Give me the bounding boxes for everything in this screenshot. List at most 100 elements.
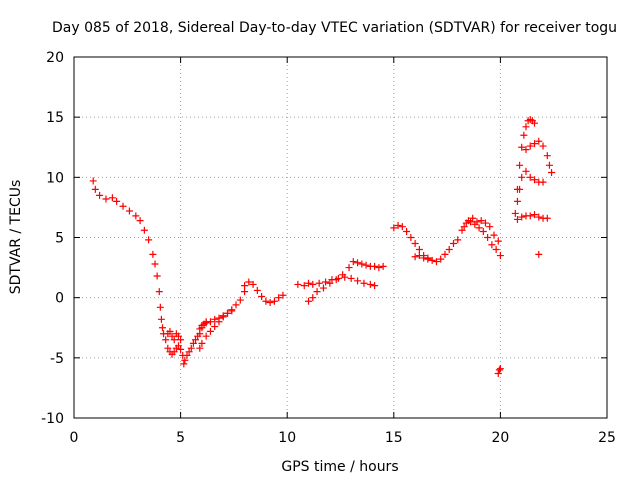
- series-segment-5: [390, 221, 432, 262]
- data-point: [180, 360, 188, 368]
- data-points: [89, 116, 556, 377]
- y-tick-label: -10: [41, 411, 64, 427]
- data-point: [494, 369, 502, 377]
- data-point: [202, 332, 210, 340]
- x-tick-label: 0: [70, 430, 79, 446]
- data-point: [394, 221, 402, 229]
- data-point: [473, 218, 481, 226]
- data-point: [520, 131, 528, 139]
- data-point: [441, 250, 449, 258]
- x-tick-label: 25: [598, 430, 616, 446]
- data-point: [305, 279, 313, 287]
- data-point: [170, 336, 178, 344]
- data-point: [113, 197, 121, 205]
- data-point: [360, 279, 368, 287]
- data-point: [206, 327, 214, 335]
- data-point: [245, 278, 253, 286]
- data-point: [531, 211, 539, 219]
- data-point: [102, 195, 110, 203]
- data-point: [366, 280, 374, 288]
- data-point: [458, 226, 466, 234]
- data-point: [469, 214, 477, 222]
- data-point: [516, 161, 524, 169]
- series-segment-6: [494, 365, 504, 377]
- series-segment-2b: [196, 307, 236, 333]
- data-point: [415, 252, 423, 260]
- data-point: [156, 303, 164, 311]
- data-point: [262, 297, 270, 305]
- data-point: [548, 169, 556, 177]
- data-point: [494, 237, 502, 245]
- data-point: [490, 231, 498, 239]
- data-point: [445, 246, 453, 254]
- data-point: [266, 298, 274, 306]
- data-point: [411, 240, 419, 248]
- data-point: [140, 226, 148, 234]
- data-point: [358, 260, 366, 268]
- y-tick-label: 20: [46, 50, 64, 66]
- data-point: [475, 224, 483, 232]
- data-point: [345, 264, 353, 272]
- data-point: [309, 294, 317, 302]
- data-point: [477, 217, 485, 225]
- data-point: [232, 301, 240, 309]
- data-point: [279, 291, 287, 299]
- data-point: [535, 137, 543, 145]
- data-point: [403, 227, 411, 235]
- data-point: [219, 312, 227, 320]
- data-point: [484, 234, 492, 241]
- data-point: [354, 277, 362, 285]
- grid: [74, 57, 607, 418]
- data-point: [432, 258, 440, 266]
- series-segment-7e: [535, 250, 543, 258]
- data-point: [531, 140, 539, 148]
- data-point: [326, 279, 334, 287]
- data-point: [522, 167, 530, 175]
- axis-ticks: 0 5 10 15 20 25 -10 -5 0 5 10 15 20: [41, 50, 616, 446]
- data-point: [174, 342, 182, 350]
- data-point: [157, 315, 165, 323]
- data-point: [407, 234, 415, 241]
- data-point: [158, 324, 166, 332]
- data-point: [241, 288, 249, 296]
- series-segment-4: [294, 273, 379, 290]
- data-point: [522, 146, 530, 154]
- data-point: [249, 280, 257, 288]
- data-point: [518, 143, 526, 151]
- data-point: [155, 288, 163, 296]
- data-point: [313, 288, 321, 296]
- data-point: [319, 284, 327, 292]
- data-point: [153, 272, 161, 280]
- data-point: [362, 261, 370, 269]
- data-point: [513, 215, 521, 223]
- series-segment-3: [241, 278, 287, 306]
- data-point: [518, 173, 526, 181]
- data-point: [162, 336, 170, 344]
- data-point: [424, 255, 432, 263]
- data-point: [236, 296, 244, 304]
- data-point: [511, 209, 519, 217]
- plot-frame: [73, 56, 608, 419]
- y-tick-label: 5: [55, 231, 64, 247]
- data-point: [174, 332, 182, 340]
- data-point: [481, 219, 489, 227]
- data-point: [192, 336, 200, 344]
- series-segment-5b: [411, 218, 504, 266]
- data-point: [349, 258, 357, 266]
- data-point: [492, 246, 500, 254]
- data-point: [449, 240, 457, 248]
- data-point: [522, 123, 530, 131]
- y-axis-label: SDTVAR / TECUs: [8, 180, 24, 295]
- data-point: [164, 344, 172, 352]
- data-point: [516, 185, 524, 193]
- data-point: [315, 279, 323, 287]
- y-tick-label: 15: [46, 110, 64, 126]
- data-point: [149, 250, 157, 258]
- data-point: [181, 356, 189, 364]
- data-point: [258, 292, 266, 300]
- data-point: [177, 336, 185, 344]
- x-tick-label: 10: [278, 430, 296, 446]
- data-point: [371, 262, 379, 270]
- data-point: [211, 315, 219, 323]
- data-point: [379, 262, 387, 270]
